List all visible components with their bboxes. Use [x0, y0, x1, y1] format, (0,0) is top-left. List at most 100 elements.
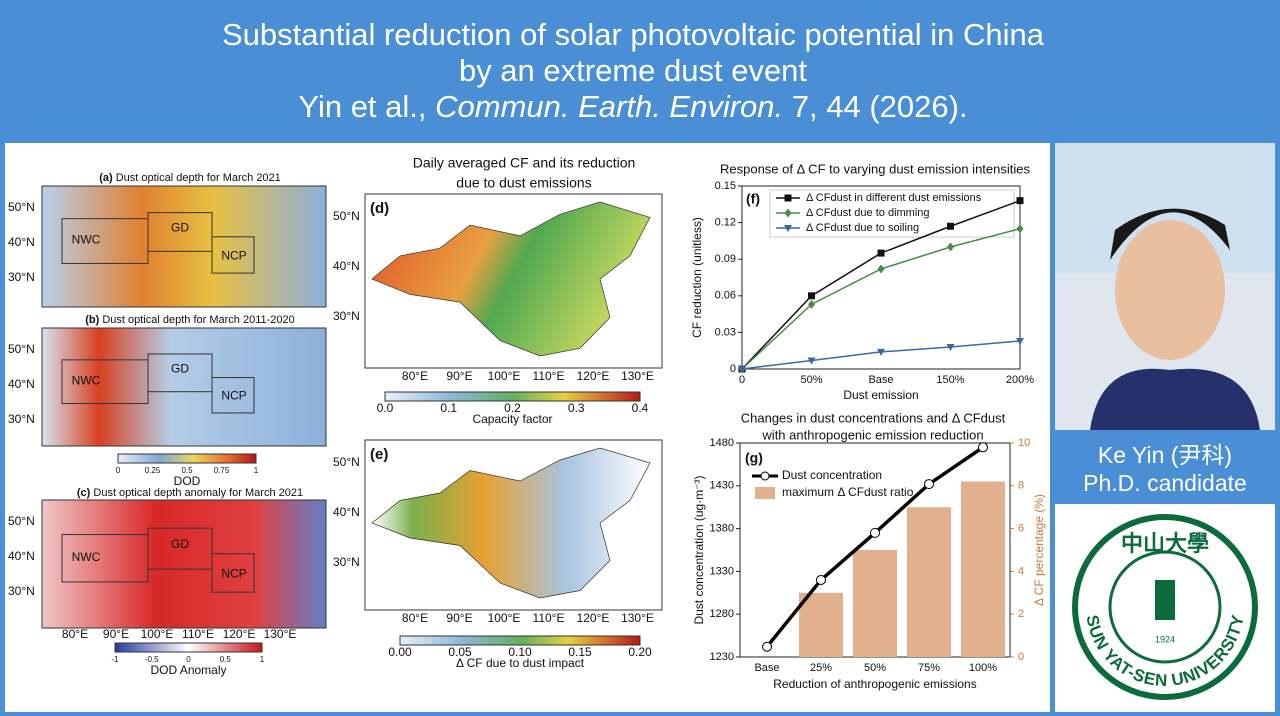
y-tick-label: 0.09 — [715, 253, 736, 265]
colorbar-tick: 0.15 — [568, 645, 592, 659]
colorbar-tick: 0.20 — [628, 645, 652, 659]
legend-box — [769, 189, 1015, 238]
lat-label: 50°N — [8, 200, 35, 214]
colorbar — [384, 391, 641, 402]
colorbar — [117, 453, 257, 464]
china-map — [371, 201, 651, 357]
colorbar — [399, 635, 641, 646]
colorbar-label: DOD Anomaly — [150, 663, 226, 677]
legend-label: Dust concentration — [782, 468, 882, 482]
x-axis-label: Reduction of anthropogenic emissions — [773, 677, 976, 691]
panel-label: (a) — [99, 172, 113, 184]
region-box — [147, 527, 213, 570]
y-tick-label: 1280 — [710, 608, 734, 620]
colorbar-tick: 0.1 — [440, 401, 457, 415]
x-tick-label: 100% — [969, 662, 997, 674]
marker — [924, 479, 934, 490]
legend-label: Δ CFdust due to soiling — [806, 222, 919, 234]
y2-tick-label: 8 — [1018, 480, 1024, 492]
lon-label: 130°E — [264, 627, 297, 641]
legend-marker — [784, 194, 792, 202]
region-label: GD — [171, 221, 189, 235]
lon-label: 110°E — [533, 611, 565, 625]
region-box — [147, 353, 213, 393]
y2-tick-label: 6 — [1018, 523, 1024, 535]
lon-label: 90°E — [103, 627, 129, 641]
colorbar-tick: 0.00 — [388, 645, 412, 659]
lat-label: 30°N — [8, 584, 35, 598]
legend-marker — [784, 225, 792, 232]
marker — [877, 264, 885, 274]
y2-tick-label: 0 — [1018, 651, 1024, 663]
bar — [853, 550, 897, 657]
region-label: NCP — [221, 389, 246, 403]
lat-label: 50°N — [8, 514, 35, 528]
name-box — [1055, 432, 1275, 502]
lon-label: 90°E — [446, 611, 472, 625]
region-label: NCP — [221, 566, 246, 580]
panel-title: (c) Dust optical depth anomaly for March… — [77, 487, 303, 499]
lon-label: 120°E — [223, 627, 256, 641]
map-title: due to dust emissions — [456, 175, 591, 191]
marker — [808, 292, 815, 300]
legend-marker — [784, 208, 792, 218]
panel-title-text: Dust optical depth anomaly for March 202… — [90, 487, 303, 499]
region-box — [211, 377, 255, 414]
lat-label: 30°N — [8, 270, 35, 284]
colorbar-tick: 0.0 — [377, 401, 394, 415]
logo-chars: 中山大學 — [1121, 531, 1209, 556]
y-tick-label: 1430 — [710, 480, 734, 492]
colorbar-label: Capacity factor — [472, 412, 552, 426]
person-name: Ke Yin (尹科) — [1098, 442, 1232, 468]
title-line: by an extreme dust event — [459, 53, 807, 88]
bar — [961, 481, 1005, 657]
y-tick-label: 0 — [730, 363, 736, 375]
region-label: NWC — [72, 373, 101, 387]
y2-axis-label: Δ CF percentage (%) — [1032, 494, 1046, 606]
region-box — [211, 236, 255, 274]
legend-label: maximum Δ CFdust ratio — [782, 485, 914, 499]
bar — [907, 507, 951, 657]
marker — [1016, 337, 1024, 345]
x-tick-label: Base — [868, 374, 893, 386]
region-label: GD — [171, 361, 189, 375]
colorbar-tick: 0.25 — [145, 466, 161, 475]
y-tick-label: 1380 — [710, 523, 734, 535]
legend-swatch — [755, 487, 775, 499]
x-tick-label: 50% — [864, 662, 886, 674]
region-box — [211, 553, 255, 593]
x-tick-label: Base — [754, 662, 779, 674]
marker — [870, 527, 880, 538]
colorbar-tick: 0.4 — [632, 401, 649, 415]
x-tick-label: 200% — [1006, 374, 1034, 386]
colorbar-tick: -1 — [111, 655, 119, 664]
region-label: NWC — [72, 550, 101, 564]
colorbar-tick: 0.3 — [568, 401, 585, 415]
x-axis-label: Dust emission — [843, 388, 918, 402]
lon-label: 110°E — [182, 627, 214, 641]
colorbar-tick: -0.5 — [145, 655, 159, 664]
lat-label: 40°N — [8, 377, 35, 391]
panel-title: (a) Dust optical depth for March 2021 — [99, 172, 281, 184]
marker — [808, 299, 815, 309]
lon-label: 130°E — [621, 611, 654, 625]
panel-label: (f) — [746, 191, 760, 207]
lat-label: 30°N — [8, 412, 35, 426]
region-label: NCP — [221, 248, 246, 262]
colorbar-tick: 1 — [254, 466, 259, 475]
logo-ring — [1072, 514, 1258, 700]
map — [41, 499, 327, 629]
title-line: Substantial reduction of solar photovolt… — [222, 17, 1045, 52]
china-map — [371, 447, 651, 599]
marker — [947, 242, 954, 252]
bar — [799, 592, 843, 657]
colorbar-tick: 0 — [186, 655, 191, 664]
marker — [1016, 197, 1024, 205]
chart-title: Changes in dust concentrations and Δ CFd… — [741, 410, 1006, 425]
colorbar-tick: 1 — [260, 655, 265, 664]
plot-frame — [741, 185, 1021, 370]
marker — [1016, 224, 1024, 234]
journal: Commun. Earth. Environ. — [435, 89, 783, 124]
hair — [1110, 208, 1230, 260]
lon-label: 90°E — [446, 369, 472, 383]
